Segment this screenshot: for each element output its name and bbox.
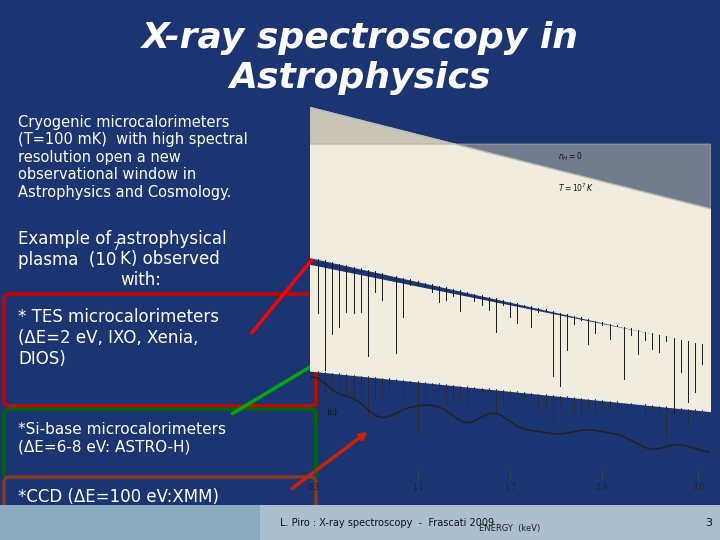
Text: Cryogenic microcalorimeters
(T=100 mK)  with high spectral
resolution open a new: Cryogenic microcalorimeters (T=100 mK) w…	[18, 115, 248, 200]
Text: $n_H = 0$: $n_H = 0$	[558, 151, 582, 163]
Text: X-ray spectroscopy in: X-ray spectroscopy in	[142, 21, 578, 55]
Text: (c): (c)	[326, 408, 337, 417]
FancyBboxPatch shape	[4, 409, 316, 479]
Text: 1.7: 1.7	[504, 483, 516, 492]
Text: * TES microcalorimeters
(ΔE=2 eV, IXO, Xenia,
DIOS): * TES microcalorimeters (ΔE=2 eV, IXO, X…	[18, 308, 219, 368]
Text: 3: 3	[705, 517, 712, 528]
Text: $T = 10^7 \, K$: $T = 10^7 \, K$	[558, 182, 594, 194]
Text: 0.3: 0.3	[308, 483, 320, 492]
Text: Example of astrophysical
plasma  (10: Example of astrophysical plasma (10	[18, 230, 227, 269]
Text: 2.3: 2.3	[596, 483, 608, 492]
Text: *CCD (ΔE=100 eV:XMM): *CCD (ΔE=100 eV:XMM)	[18, 488, 219, 506]
Text: *Si-base microcalorimeters
(ΔE=6-8 eV: ASTRO-H): *Si-base microcalorimeters (ΔE=6-8 eV: A…	[18, 422, 226, 454]
Bar	[0, 505, 720, 540]
Bar	[0, 505, 260, 540]
FancyBboxPatch shape	[4, 294, 316, 406]
Text: ENERGY  (keV): ENERGY (keV)	[480, 524, 541, 534]
Text: 7: 7	[112, 242, 119, 252]
FancyBboxPatch shape	[4, 477, 316, 527]
Text: Astrophysics: Astrophysics	[229, 61, 491, 95]
Text: K) observed
with:: K) observed with:	[120, 250, 220, 289]
Text: 1.1: 1.1	[412, 483, 424, 492]
Text: 3.0: 3.0	[692, 483, 704, 492]
Text: L. Piro : X-ray spectroscopy  -  Frascati 2009: L. Piro : X-ray spectroscopy - Frascati …	[280, 517, 494, 528]
